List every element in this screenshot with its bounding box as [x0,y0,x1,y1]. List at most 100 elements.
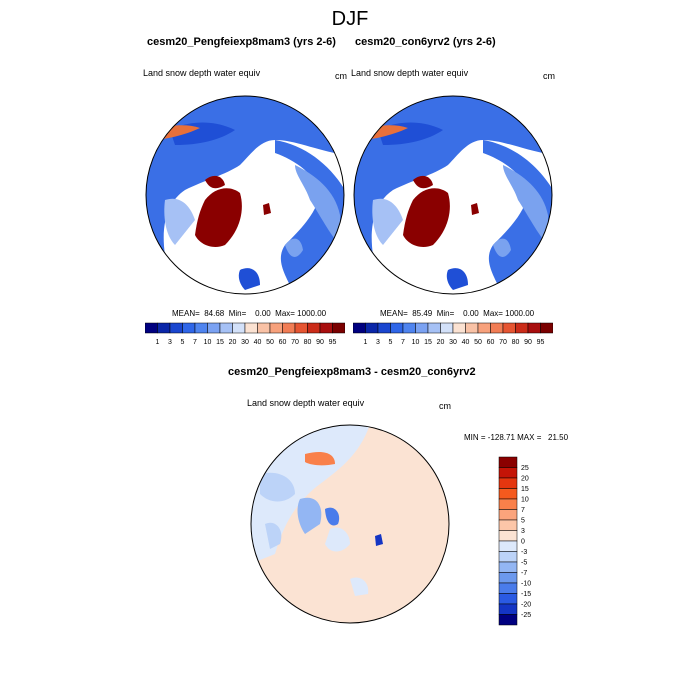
panel-1-colorbar-box [269,322,283,334]
difference-colorbar-label: 0 [521,539,525,546]
panel-1-colorbar-box [332,322,345,334]
difference-colorbar: 25 20 15 10 7 5 3 0 -3 -5 -7 -10 -15 -20 -25 [498,456,531,626]
panel-1-colorbar-label: 5 [181,339,185,346]
panel-2-colorbar-label: 1 [364,339,368,346]
panel-2-colorbar-label: 30 [449,339,457,346]
panel-1-colorbar-label: 95 [329,339,337,346]
figure-title: DJF [331,8,369,30]
panel-2-colorbar-label: 70 [499,339,507,346]
panel-1-colorbar-box [307,322,321,334]
panel-2-stats: MEAN= 85.49 Min= 0.00 Max= 1000.00 [380,309,535,318]
panel-2-colorbar-box [402,322,416,334]
difference-colorbar-label: -3 [521,549,527,556]
panel-1-variable-label: Land snow depth water equiv [143,68,261,78]
panel-1-colorbar-label: 20 [229,339,237,346]
difference-colorbar-labels: 25 20 15 10 7 5 3 0 -3 -5 -7 -10 -15 -20 -25 [521,465,531,619]
panel-2-colorbar-box [515,322,529,334]
difference-colorbar-boxes [498,456,518,626]
panel-2-colorbar-box [377,322,391,334]
panel-1-colorbar-label: 90 [316,339,324,346]
difference-colorbar-box [498,467,518,479]
difference-colorbar-label: 25 [521,465,529,472]
panel-2-colorbar-box [365,322,379,334]
panel-1-colorbar-box [145,322,158,334]
panel-1-colorbar-labels: 1 3 5 7 10 15 20 30 40 50 60 70 80 90 95 [156,339,337,346]
panel-1-colorbar-label: 7 [193,339,197,346]
panel-3-units-label: cm [439,401,451,411]
panel-2-colorbar-box [502,322,516,334]
panel-3-stats: MIN = -128.71 MAX = 21.50 [464,433,569,442]
panel-2-colorbar-label: 40 [462,339,470,346]
panel-1-colorbar-label: 1 [156,339,160,346]
panel-2-colorbar-box [415,322,429,334]
panel-3-variable-label: Land snow depth water equiv [247,398,365,408]
panel-1-colorbar-label: 60 [279,339,287,346]
panel-1-colorbar-label: 15 [216,339,224,346]
panel-2-units-label: cm [543,71,555,81]
panel-1-colorbar-box [157,322,171,334]
panel-1-colorbar-label: 70 [291,339,299,346]
panel-1-colorbar: 1 3 5 7 10 15 20 30 40 50 60 70 80 90 95 [145,322,345,346]
panel-3-title: cesm20_Pengfeiexp8mam3 - cesm20_con6yrv2 [228,366,476,378]
panel-2-colorbar-boxes [353,322,553,334]
panel-2-colorbar-box [427,322,441,334]
difference-colorbar-label: -7 [521,570,527,577]
panel-1-colorbar-box [207,322,221,334]
panel-1-units-label: cm [335,71,347,81]
panel-2-colorbar-label: 10 [412,339,420,346]
panel-2-colorbar-label: 95 [537,339,545,346]
panel-1-colorbar-box [319,322,333,334]
panel-2-colorbar-label: 7 [401,339,405,346]
panel-2-colorbar-label: 5 [389,339,393,346]
difference-colorbar-label: -20 [521,602,531,609]
panel-1-stats: MEAN= 84.68 Min= 0.00 Max= 1000.00 [172,309,327,318]
panel-1-colorbar-label: 3 [168,339,172,346]
panel-1-colorbar-box [232,322,246,334]
panel-1-map [145,95,345,295]
panel-2-colorbar-box [527,322,541,334]
panel-2-colorbar-box [440,322,454,334]
difference-colorbar-box [498,572,518,584]
difference-colorbar-label: 7 [521,507,525,514]
difference-colorbar-box [498,561,518,573]
panel-2-map [353,95,553,295]
difference-colorbar-box [498,614,518,626]
panel-1-colorbar-label: 50 [266,339,274,346]
panel-1-colorbar-label: 40 [254,339,262,346]
difference-colorbar-label: 20 [521,476,529,483]
panel-1-title: cesm20_Pengfeiexp8mam3 (yrs 2-6) [147,36,336,48]
panel-1-colorbar-box [257,322,271,334]
panel-2-colorbar-label: 90 [524,339,532,346]
difference-colorbar-box [498,582,518,594]
panel-2-colorbar-box [390,322,404,334]
panel-1-colorbar-box [169,322,183,334]
panel-2-colorbar-label: 3 [376,339,380,346]
panel-2-colorbar-label: 15 [424,339,432,346]
panel-2-colorbar-box [353,322,366,334]
panel-2-colorbar-box [540,322,553,334]
panel-1-colorbar-boxes [145,322,345,334]
difference-colorbar-box [498,530,518,542]
panel-2-colorbar-box [452,322,466,334]
difference-colorbar-label: -15 [521,591,531,598]
difference-colorbar-box [498,477,518,489]
panel-2-colorbar-label: 60 [487,339,495,346]
panel-1-colorbar-box [219,322,233,334]
difference-colorbar-box [498,603,518,615]
difference-colorbar-box [498,488,518,500]
panel-2-colorbar-label: 20 [437,339,445,346]
difference-colorbar-box [498,551,518,563]
difference-colorbar-box [498,593,518,605]
panel-1-colorbar-box [194,322,208,334]
panel-1-colorbar-box [244,322,258,334]
panel-1-colorbar-box [282,322,296,334]
difference-colorbar-box [498,456,518,468]
panel-3-map [250,424,450,624]
difference-colorbar-box [498,498,518,510]
panel-1-colorbar-box [294,322,308,334]
difference-colorbar-label: -5 [521,560,527,567]
difference-colorbar-label: 3 [521,528,525,535]
panel-2-colorbar-box [465,322,479,334]
difference-colorbar-label: 10 [521,497,529,504]
panel-2-colorbar-box [477,322,491,334]
